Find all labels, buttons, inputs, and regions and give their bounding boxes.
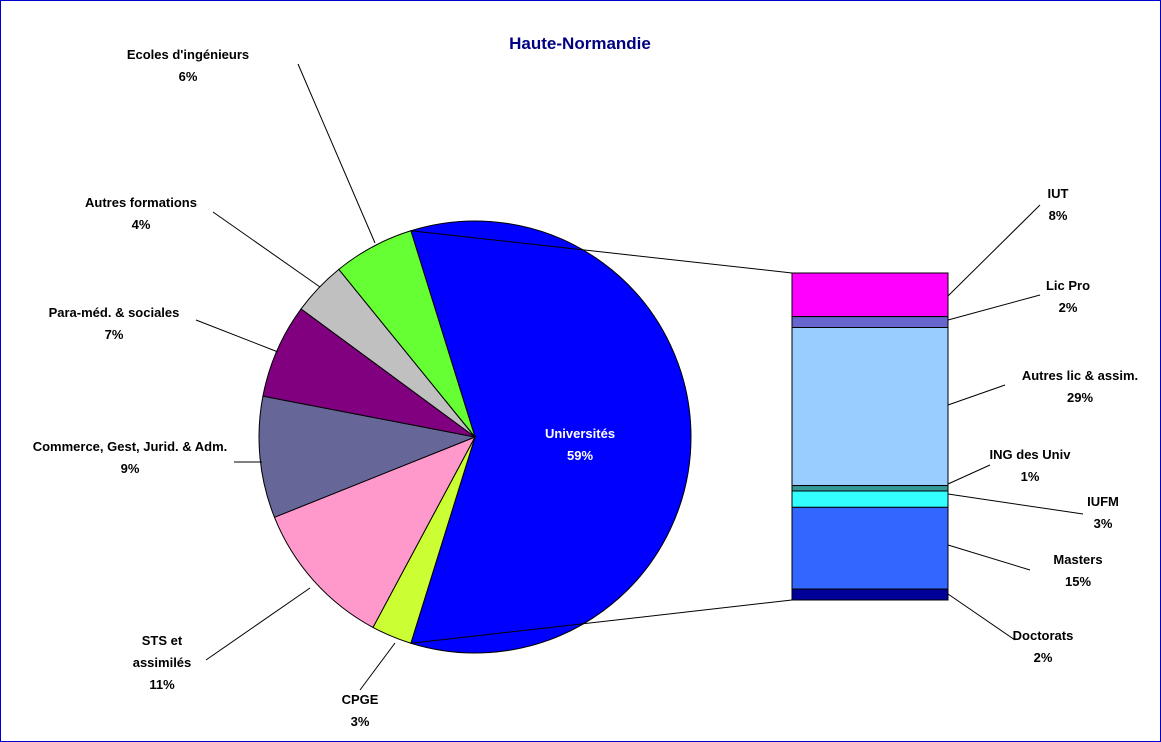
leader-line [947, 384, 1006, 406]
label-name: CPGE [341, 692, 379, 707]
label-value: 4% [131, 217, 151, 232]
label-name: Universités [544, 426, 616, 441]
leader-line [947, 464, 991, 485]
label-name: Autres formations [85, 195, 197, 210]
bar-segment [791, 490, 949, 508]
label-value: 15% [1064, 574, 1092, 589]
pie-slice [273, 436, 477, 629]
data-label: Autres lic & assim. 29% [1000, 365, 1160, 409]
data-label: Para-méd. & sociales 7% [14, 302, 214, 346]
leader-line [947, 204, 1041, 297]
pie-slice [338, 230, 476, 438]
leader-line [212, 211, 321, 288]
data-label: Masters 15% [998, 549, 1158, 593]
label-name: Commerce, Gest, Jurid. & Adm. [32, 439, 228, 454]
label-value: 2% [1058, 300, 1078, 315]
leader-line [947, 493, 1084, 515]
label-name: Doctorats [1012, 628, 1074, 643]
bar-segment [791, 272, 949, 318]
leader-line [297, 63, 376, 244]
leader-line [947, 294, 1041, 321]
label-value: 7% [104, 327, 124, 342]
bar-segment [791, 506, 949, 590]
leader-line [359, 642, 396, 691]
pie-slice [258, 395, 477, 518]
data-label: Ecoles d'ingénieurs 6% [103, 44, 273, 88]
leader-line [947, 544, 1031, 571]
label-name: Lic Pro [1045, 278, 1091, 293]
chart-title: Haute-Normandie [509, 34, 651, 53]
label-name: STS et assimilés [132, 633, 192, 670]
data-label: IUT 8% [978, 183, 1138, 227]
label-value: 29% [1066, 390, 1094, 405]
bar-segment [791, 588, 949, 601]
bar-segment [791, 327, 949, 487]
data-label: IUFM 3% [1023, 491, 1161, 535]
label-value: 2% [1033, 650, 1053, 665]
bar-segment [791, 485, 949, 492]
data-label: ING des Univ 1% [950, 444, 1110, 488]
data-label: Commerce, Gest, Jurid. & Adm. 9% [25, 436, 235, 480]
label-name: IUT [1047, 186, 1069, 201]
label-name: IUFM [1087, 494, 1119, 509]
leader-line [195, 319, 279, 353]
bar-segment [791, 316, 949, 329]
label-name: Masters [1053, 552, 1103, 567]
data-label: Autres formations 4% [61, 192, 221, 236]
label-value: 3% [1093, 516, 1113, 531]
label-value: 9% [120, 461, 140, 476]
pie-slice [410, 220, 692, 654]
label-name: Para-méd. & sociales [48, 305, 180, 320]
leader-line [205, 587, 311, 661]
label-name: ING des Univ [989, 447, 1071, 462]
data-label: CPGE 3% [320, 689, 400, 733]
label-value: 3% [350, 714, 370, 729]
data-label: Doctorats 2% [963, 625, 1123, 669]
label-value: 1% [1020, 469, 1040, 484]
data-label: Lic Pro 2% [988, 275, 1148, 319]
label-name: Ecoles d'ingénieurs [126, 47, 250, 62]
label-value: 6% [178, 69, 198, 84]
leader-line [947, 593, 1016, 641]
label-value: 11% [149, 677, 175, 692]
label-name: Autres lic & assim. [1021, 368, 1139, 383]
connector [410, 230, 793, 274]
connector [410, 599, 793, 644]
data-label: STS et assimilés 11% [122, 630, 202, 696]
label-value: 8% [1048, 208, 1068, 223]
label-value: 59% [566, 448, 594, 463]
data-label: Universités 59% [520, 423, 640, 467]
